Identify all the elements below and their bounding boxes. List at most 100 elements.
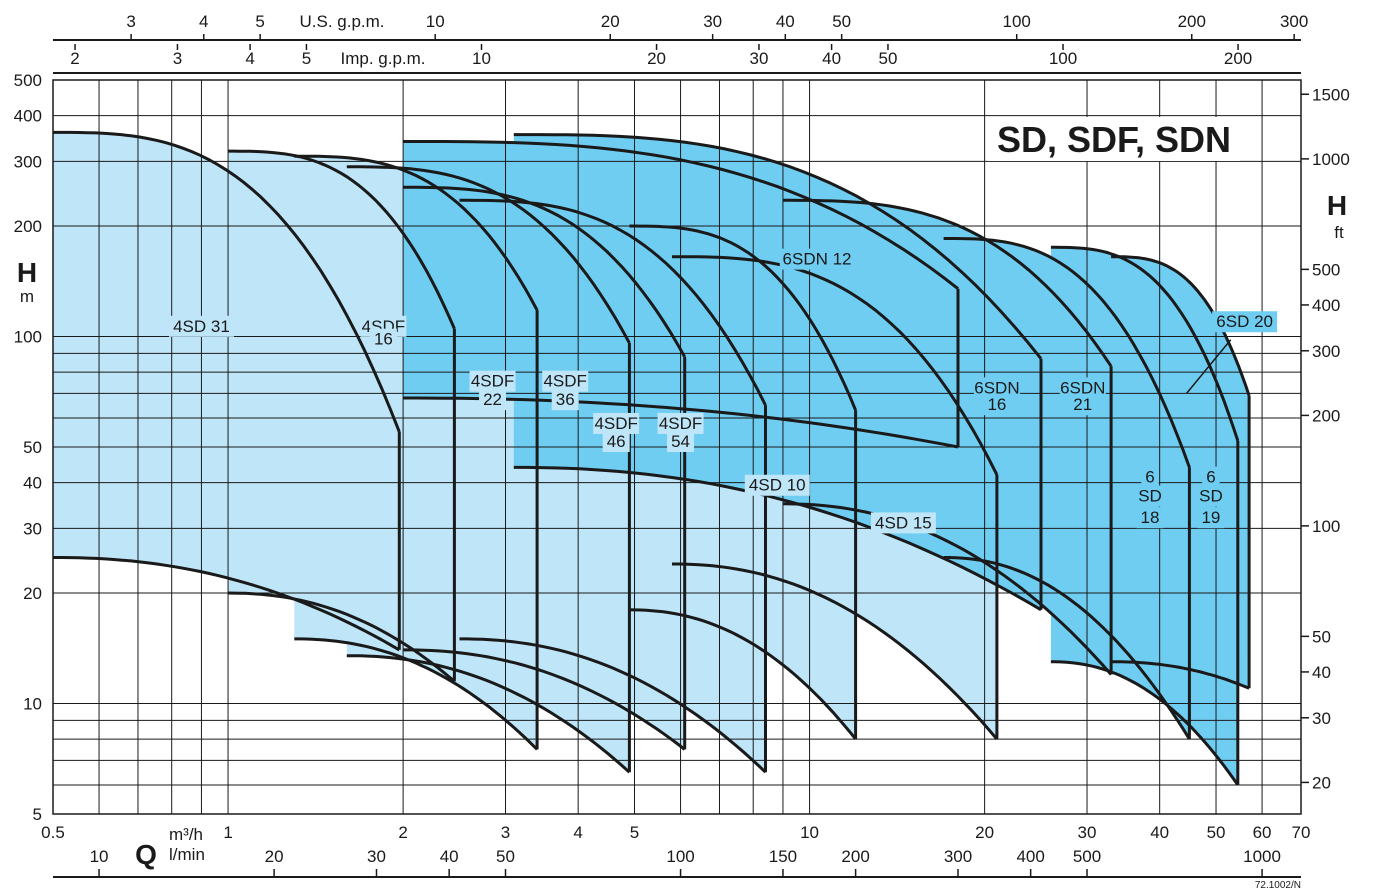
x-tick-lmin: 300 [944, 847, 972, 866]
x-tick-m3h: 40 [1150, 823, 1169, 842]
label-6: 6 [1145, 468, 1154, 487]
x-tick-m3h: 20 [975, 823, 994, 842]
label-bg [983, 394, 1011, 416]
label-bg [1141, 466, 1159, 488]
x-tick-impgpm: 30 [749, 49, 768, 68]
label-bg [1197, 507, 1225, 529]
y-tick-ft: 50 [1312, 627, 1331, 646]
label-4sd-15: 4SD 15 [875, 513, 932, 532]
x-tick-m3h: 10 [800, 823, 819, 842]
curve-6sd-20 [1111, 255, 1251, 690]
x-tick-lmin: 40 [440, 847, 459, 866]
label-46: 46 [607, 432, 626, 451]
curve-6-sd-18 [943, 237, 1191, 740]
label-6sdn: 6SDN [974, 378, 1019, 397]
y-tick-ft: 500 [1312, 260, 1340, 279]
y-unit-right: ft [1334, 223, 1344, 242]
label-bg [168, 315, 234, 337]
y-tick-m: 5 [33, 805, 42, 824]
y-tick-m: 200 [14, 217, 42, 236]
label-bg [369, 328, 397, 350]
label-bg [1197, 485, 1225, 507]
label-16: 16 [987, 395, 1006, 414]
label-bg [602, 431, 630, 452]
y-tick-m: 20 [23, 584, 42, 603]
x-tick-usgpm: 200 [1178, 12, 1206, 31]
y-tick-m: 500 [14, 71, 42, 90]
label-bg [1136, 507, 1164, 529]
y-tick-m: 30 [23, 519, 42, 538]
y-tick-m: 50 [23, 438, 42, 457]
curve-4sdf-22 [294, 154, 539, 751]
label-22: 22 [483, 390, 502, 409]
x-tick-m3h: 70 [1292, 823, 1311, 842]
x-tick-m3h: 4 [573, 823, 582, 842]
label-bg [469, 370, 516, 392]
label-bg [744, 474, 810, 496]
label-19: 19 [1201, 508, 1220, 527]
label-bg [1069, 394, 1097, 416]
label-bg [870, 512, 936, 534]
x-tick-m3h: 30 [1078, 823, 1097, 842]
y-tick-ft: 400 [1312, 296, 1340, 315]
label-bg [1202, 466, 1220, 488]
curve-4sdf-16 [228, 149, 456, 683]
x-tick-impgpm: 3 [173, 49, 182, 68]
label-bg [667, 431, 695, 452]
label-leader-6sd-20 [1186, 339, 1232, 394]
x-tick-impgpm: 5 [302, 49, 311, 68]
label-bg [542, 370, 589, 392]
curve-lines [53, 130, 1251, 786]
curve-labels: 4SD 31 4SDF164SDF224SDF364SDF464SDF544SD … [168, 248, 1278, 534]
curve-4sdf-54 [459, 198, 767, 774]
x-tick-lmin: 10 [90, 847, 109, 866]
y-tick-m: 10 [23, 695, 42, 714]
x-tick-lmin: 500 [1073, 847, 1101, 866]
y-axis-label-right: H [1327, 190, 1347, 221]
x-tick-m3h: 1 [223, 823, 232, 842]
label-6sdn-12: 6SDN 12 [783, 250, 852, 269]
label-4sdf: 4SDF [471, 372, 514, 391]
x-tick-usgpm: 20 [601, 12, 620, 31]
label-bg [1212, 311, 1278, 333]
x-tick-usgpm: 30 [703, 12, 722, 31]
label-6sdn: 6SDN [1060, 378, 1105, 397]
x-tick-m3h: 5 [630, 823, 639, 842]
x-tick-impgpm: 50 [879, 49, 898, 68]
x-tick-impgpm: 4 [245, 49, 254, 68]
label-4sd-10: 4SD 10 [749, 476, 806, 495]
x-tick-impgpm: 40 [822, 49, 841, 68]
x-tick-lmin: 1000 [1243, 847, 1281, 866]
x-tick-m3h: 60 [1253, 823, 1272, 842]
label-bg [551, 389, 579, 411]
label-16: 16 [374, 330, 393, 349]
label-4sd-31: 4SD 31 [173, 317, 230, 336]
x-tick-m3h: 50 [1207, 823, 1226, 842]
y-tick-m: 100 [14, 328, 42, 347]
y-tick-ft: 40 [1312, 663, 1331, 682]
label-bg [779, 248, 855, 270]
title-background [988, 117, 1240, 161]
y-tick-m: 400 [14, 107, 42, 126]
x-tick-lmin: 200 [841, 847, 869, 866]
label-bg [1059, 377, 1106, 399]
label-bg [1136, 485, 1164, 507]
x-tick-usgpm: 10 [426, 12, 445, 31]
curve-6-sd-19 [1050, 245, 1240, 786]
drawing-code: 72.1002/N [1255, 880, 1301, 891]
impgpm-label: Imp. g.p.m. [340, 49, 425, 68]
x-unit-lmin: l/min [169, 845, 205, 864]
curve-6sdn-21 [782, 198, 1113, 676]
label-18: 18 [1141, 508, 1160, 527]
label-6: 6 [1206, 468, 1215, 487]
x-tick-lmin: 100 [666, 847, 694, 866]
y-tick-ft: 200 [1312, 406, 1340, 425]
curve-6sdn-16 [513, 133, 1043, 612]
x-tick-usgpm: 100 [1003, 12, 1031, 31]
label-bg [973, 377, 1020, 399]
y-tick-m: 40 [23, 474, 42, 493]
x-unit-m3h: m³/h [169, 825, 203, 844]
x-tick-lmin: 150 [769, 847, 797, 866]
